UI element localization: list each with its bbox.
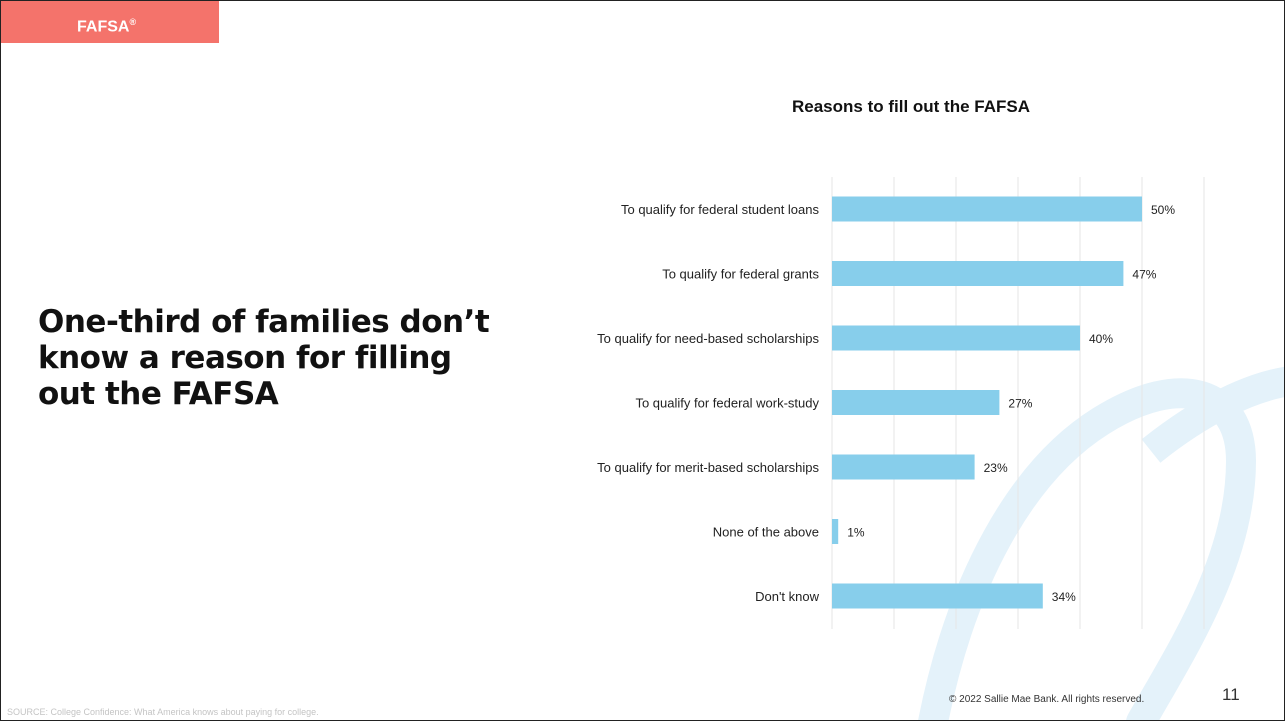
headline: One-third of families don’t know a reaso… xyxy=(38,304,490,412)
data-label: 50% xyxy=(1151,203,1175,217)
category-label: To qualify for need-based scholarships xyxy=(597,331,819,346)
chart-title: Reasons to fill out the FAFSA xyxy=(791,97,1030,116)
bar xyxy=(832,519,839,544)
data-label: 23% xyxy=(984,461,1008,475)
data-label: 27% xyxy=(1008,397,1032,411)
source-note: SOURCE: College Confidence: What America… xyxy=(7,707,319,717)
section-tag: FAFSA® xyxy=(1,1,219,43)
bar xyxy=(832,454,975,480)
category-label: To qualify for merit-based scholarships xyxy=(597,460,819,475)
copyright-text: © 2022 Sallie Mae Bank. All rights reser… xyxy=(949,694,1145,705)
registered-mark: ® xyxy=(129,17,137,27)
category-label: Don't know xyxy=(755,589,820,604)
category-label: To qualify for federal student loans xyxy=(621,202,820,217)
data-label: 34% xyxy=(1052,590,1076,604)
data-label: 47% xyxy=(1132,268,1156,282)
section-tag-label: FAFSA xyxy=(77,18,130,36)
category-label: To qualify for federal work-study xyxy=(635,396,819,411)
bar xyxy=(832,583,1043,609)
category-label: None of the above xyxy=(713,525,819,540)
bar xyxy=(832,325,1080,351)
page-number: 11 xyxy=(1222,685,1240,704)
category-label: To qualify for federal grants xyxy=(662,267,819,282)
bar xyxy=(832,261,1124,286)
bar xyxy=(832,196,1142,222)
bar xyxy=(832,390,1000,415)
data-label: 1% xyxy=(847,526,865,540)
data-label: 40% xyxy=(1089,332,1113,346)
